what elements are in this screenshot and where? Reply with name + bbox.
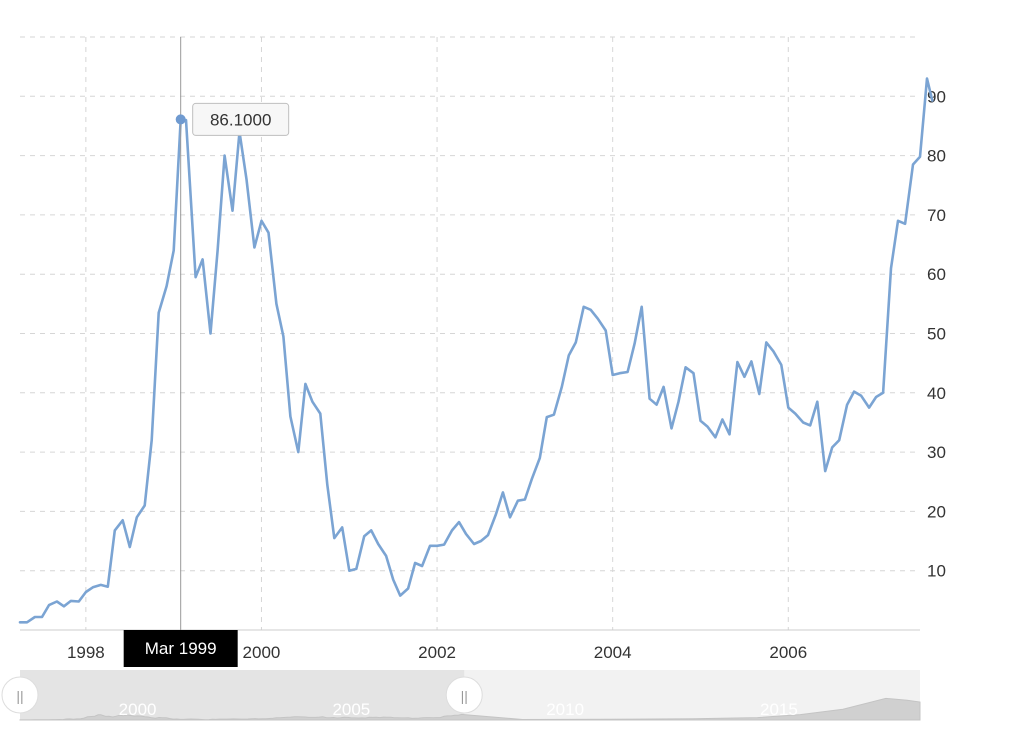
gridlines bbox=[20, 36, 920, 630]
y-tick-label: 20 bbox=[927, 502, 946, 521]
cursor-date-text: Mar 1999 bbox=[145, 639, 217, 658]
tooltip: 86.1000 bbox=[192, 102, 290, 136]
left-handle-knob[interactable] bbox=[1, 676, 39, 714]
series-line bbox=[18, 77, 934, 624]
navigator-selection[interactable] bbox=[20, 670, 465, 720]
navigator-right-handle[interactable]: || bbox=[445, 676, 483, 714]
cursor-date-box bbox=[123, 630, 238, 667]
y-tick-label: 50 bbox=[927, 325, 946, 344]
drag-grip-icon: || bbox=[16, 688, 23, 704]
x-axis-ticks: 1998 2000 2002 2004 2006 bbox=[67, 643, 807, 662]
navigator-year-label: 2010 bbox=[546, 700, 584, 719]
navigator-year-label: 2005 bbox=[332, 700, 370, 719]
y-tick-label: 60 bbox=[927, 265, 946, 284]
y-tick-label: 80 bbox=[927, 147, 946, 166]
x-tick-label: 2004 bbox=[594, 643, 632, 662]
tooltip-value: 86.1000 bbox=[210, 110, 271, 129]
y-tick-label: 30 bbox=[927, 443, 946, 462]
x-tick-label: 1998 bbox=[67, 643, 105, 662]
tooltip-box bbox=[192, 102, 290, 136]
navigator-year-label: 2000 bbox=[119, 700, 157, 719]
navigator-left-handle[interactable]: || bbox=[1, 676, 39, 714]
cursor-date-label: Mar 1999 bbox=[123, 630, 238, 667]
navigator-sparkline bbox=[19, 697, 921, 721]
y-tick-label: 40 bbox=[927, 384, 946, 403]
y-tick-label: 70 bbox=[927, 206, 946, 225]
navigator-labels: 2000 2005 2010 2015 bbox=[119, 700, 798, 719]
drag-grip-icon: || bbox=[461, 688, 468, 704]
x-tick-label: 2002 bbox=[418, 643, 456, 662]
x-tick-label: 2000 bbox=[243, 643, 281, 662]
right-handle-knob[interactable] bbox=[445, 676, 483, 714]
x-tick-label: 2006 bbox=[769, 643, 807, 662]
range-navigator[interactable]: 2000 2005 2010 2015 || || bbox=[1, 670, 921, 721]
y-tick-label: 10 bbox=[927, 562, 946, 581]
hover-point bbox=[175, 114, 186, 125]
navigator-year-label: 2015 bbox=[760, 700, 798, 719]
